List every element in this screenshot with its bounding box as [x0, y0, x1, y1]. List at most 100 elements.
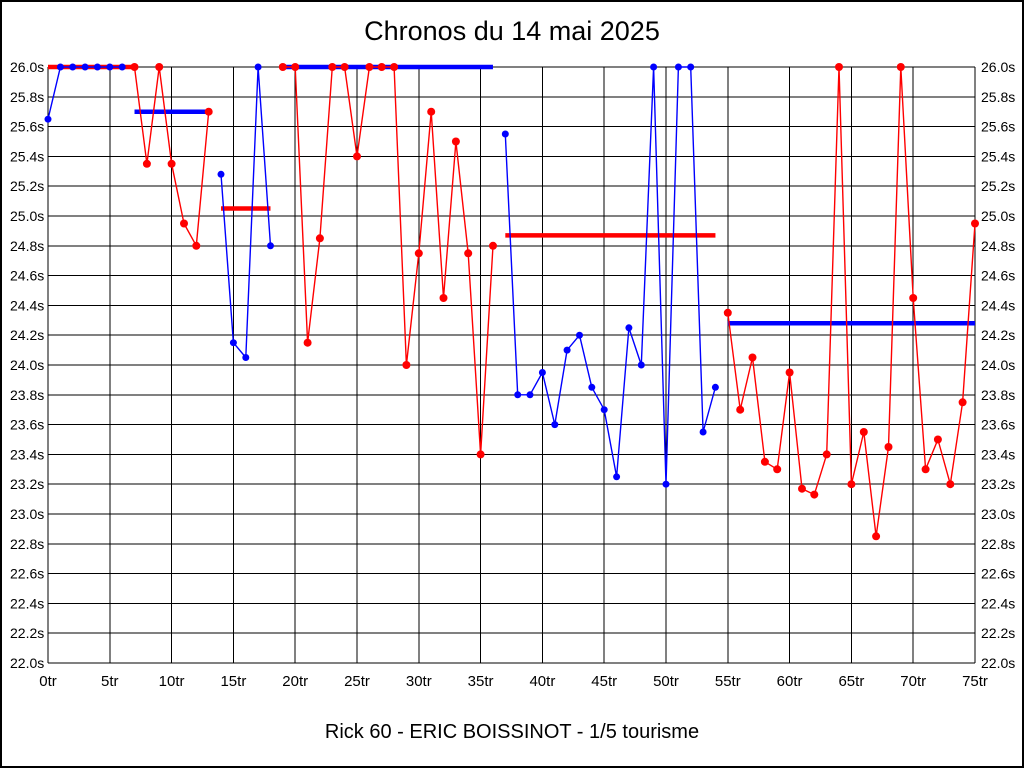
lap-marker-red — [303, 338, 312, 347]
x-tick-label: 55tr — [715, 673, 741, 690]
lap-marker-blue — [254, 63, 262, 71]
lap-marker-blue — [81, 63, 89, 71]
lap-marker-blue — [106, 63, 114, 71]
chart-subtitle: Rick 60 - ERIC BOISSINOT - 1/5 tourisme — [324, 721, 700, 743]
y-tick-label-right: 24.0s — [981, 357, 1015, 373]
lap-marker-blue — [69, 63, 77, 71]
lap-marker-blue — [242, 354, 250, 361]
lap-marker-red — [872, 532, 881, 541]
y-tick-label-right: 22.4s — [981, 595, 1015, 611]
lap-marker-blue — [576, 331, 583, 339]
lap-marker-red — [810, 490, 819, 499]
y-tick-label-right: 24.6s — [981, 268, 1015, 284]
x-tick-label: 15tr — [220, 673, 246, 690]
y-tick-label-right: 22.6s — [981, 566, 1015, 582]
lap-marker-red — [180, 219, 188, 228]
lap-marker-red — [340, 63, 349, 71]
lap-marker-blue — [588, 383, 596, 391]
lap-marker-blue — [551, 421, 559, 429]
lap-marker-red — [204, 107, 213, 116]
y-tick-label-left: 24.0s — [10, 357, 44, 373]
lap-marker-red — [847, 480, 856, 489]
series-line-blue-stint-1 — [47, 66, 123, 120]
lap-marker-red — [921, 465, 930, 474]
lap-marker-red — [291, 63, 300, 71]
chart-title: Chronos du 14 mai 2025 — [364, 16, 660, 46]
lap-marker-red — [414, 249, 423, 258]
x-tick-label: 60tr — [777, 673, 803, 690]
y-tick-label-left: 22.6s — [10, 566, 44, 582]
y-tick-label-right: 24.2s — [981, 327, 1015, 343]
y-tick-label-right: 23.2s — [981, 476, 1015, 492]
lap-marker-blue — [56, 63, 64, 71]
lap-marker-blue — [662, 480, 670, 488]
y-tick-label-right: 22.2s — [981, 625, 1015, 641]
lap-marker-blue — [217, 170, 225, 178]
y-tick-label-left: 22.4s — [10, 595, 44, 611]
lap-marker-red — [748, 353, 757, 362]
y-tick-label-left: 25.6s — [10, 119, 44, 135]
y-tick-label-left: 24.8s — [10, 238, 44, 254]
y-tick-label-right: 23.0s — [981, 506, 1015, 522]
lap-marker-blue — [674, 63, 682, 71]
lap-marker-red — [130, 63, 139, 71]
lap-marker-red — [909, 294, 918, 302]
y-tick-label-left: 23.6s — [10, 417, 44, 433]
series-line-red-stint-2 — [282, 66, 494, 456]
lap-marker-red — [315, 234, 324, 243]
lap-marker-blue — [93, 63, 101, 71]
lap-marker-red — [155, 63, 164, 71]
y-tick-label-left: 24.2s — [10, 327, 44, 343]
lap-marker-red — [402, 361, 411, 369]
y-tick-label-left: 23.0s — [10, 506, 44, 522]
lap-marker-red — [884, 443, 893, 451]
y-tick-label-left: 25.8s — [10, 89, 44, 105]
lap-marker-red — [142, 159, 151, 168]
lap-marker-blue — [613, 473, 621, 481]
lap-marker-blue — [637, 361, 645, 369]
x-tick-label: 35tr — [468, 673, 494, 690]
x-tick-label: 75tr — [962, 673, 988, 690]
lap-marker-red — [328, 63, 337, 71]
x-tick-label: 45tr — [591, 673, 617, 690]
lap-marker-red — [278, 63, 287, 71]
x-tick-label: 5tr — [101, 673, 119, 690]
lap-marker-red — [859, 428, 868, 436]
y-tick-label-left: 25.4s — [10, 148, 44, 164]
y-tick-label-left: 25.2s — [10, 178, 44, 194]
x-tick-label: 70tr — [900, 673, 926, 690]
x-tick-label: 0tr — [39, 673, 57, 690]
lap-marker-blue — [44, 115, 52, 123]
lap-marker-red — [785, 368, 794, 377]
lap-marker-red — [933, 435, 942, 444]
y-tick-label-left: 24.6s — [10, 268, 44, 284]
y-tick-label-left: 24.4s — [10, 297, 44, 313]
y-tick-label-left: 22.8s — [10, 536, 44, 552]
y-tick-label-left: 26.0s — [10, 59, 44, 75]
y-tick-label-right: 23.4s — [981, 446, 1015, 462]
lap-marker-red — [439, 294, 448, 302]
lap-marker-red — [427, 107, 436, 116]
lap-marker-red — [958, 398, 967, 407]
y-tick-label-left: 23.4s — [10, 446, 44, 462]
y-tick-label-right: 22.0s — [981, 655, 1015, 671]
y-tick-label-right: 25.2s — [981, 178, 1015, 194]
lap-marker-blue — [699, 428, 707, 436]
y-tick-label-right: 23.8s — [981, 387, 1015, 403]
lap-marker-red — [390, 63, 399, 71]
lap-marker-blue — [600, 406, 608, 414]
lap-marker-red — [798, 484, 806, 493]
y-tick-label-right: 24.8s — [981, 238, 1015, 254]
y-tick-label-right: 22.8s — [981, 536, 1015, 552]
lap-marker-blue — [711, 383, 719, 391]
x-tick-label: 65tr — [838, 673, 864, 690]
y-tick-label-right: 25.8s — [981, 89, 1015, 105]
series-line-blue-stint-2 — [220, 66, 272, 359]
y-tick-label-right: 23.6s — [981, 417, 1015, 433]
x-tick-label: 20tr — [282, 673, 308, 690]
y-tick-label-left: 23.2s — [10, 476, 44, 492]
lap-marker-blue — [267, 242, 274, 250]
lap-marker-red — [971, 219, 979, 228]
lap-marker-red — [822, 450, 831, 459]
lap-marker-red — [353, 152, 361, 161]
